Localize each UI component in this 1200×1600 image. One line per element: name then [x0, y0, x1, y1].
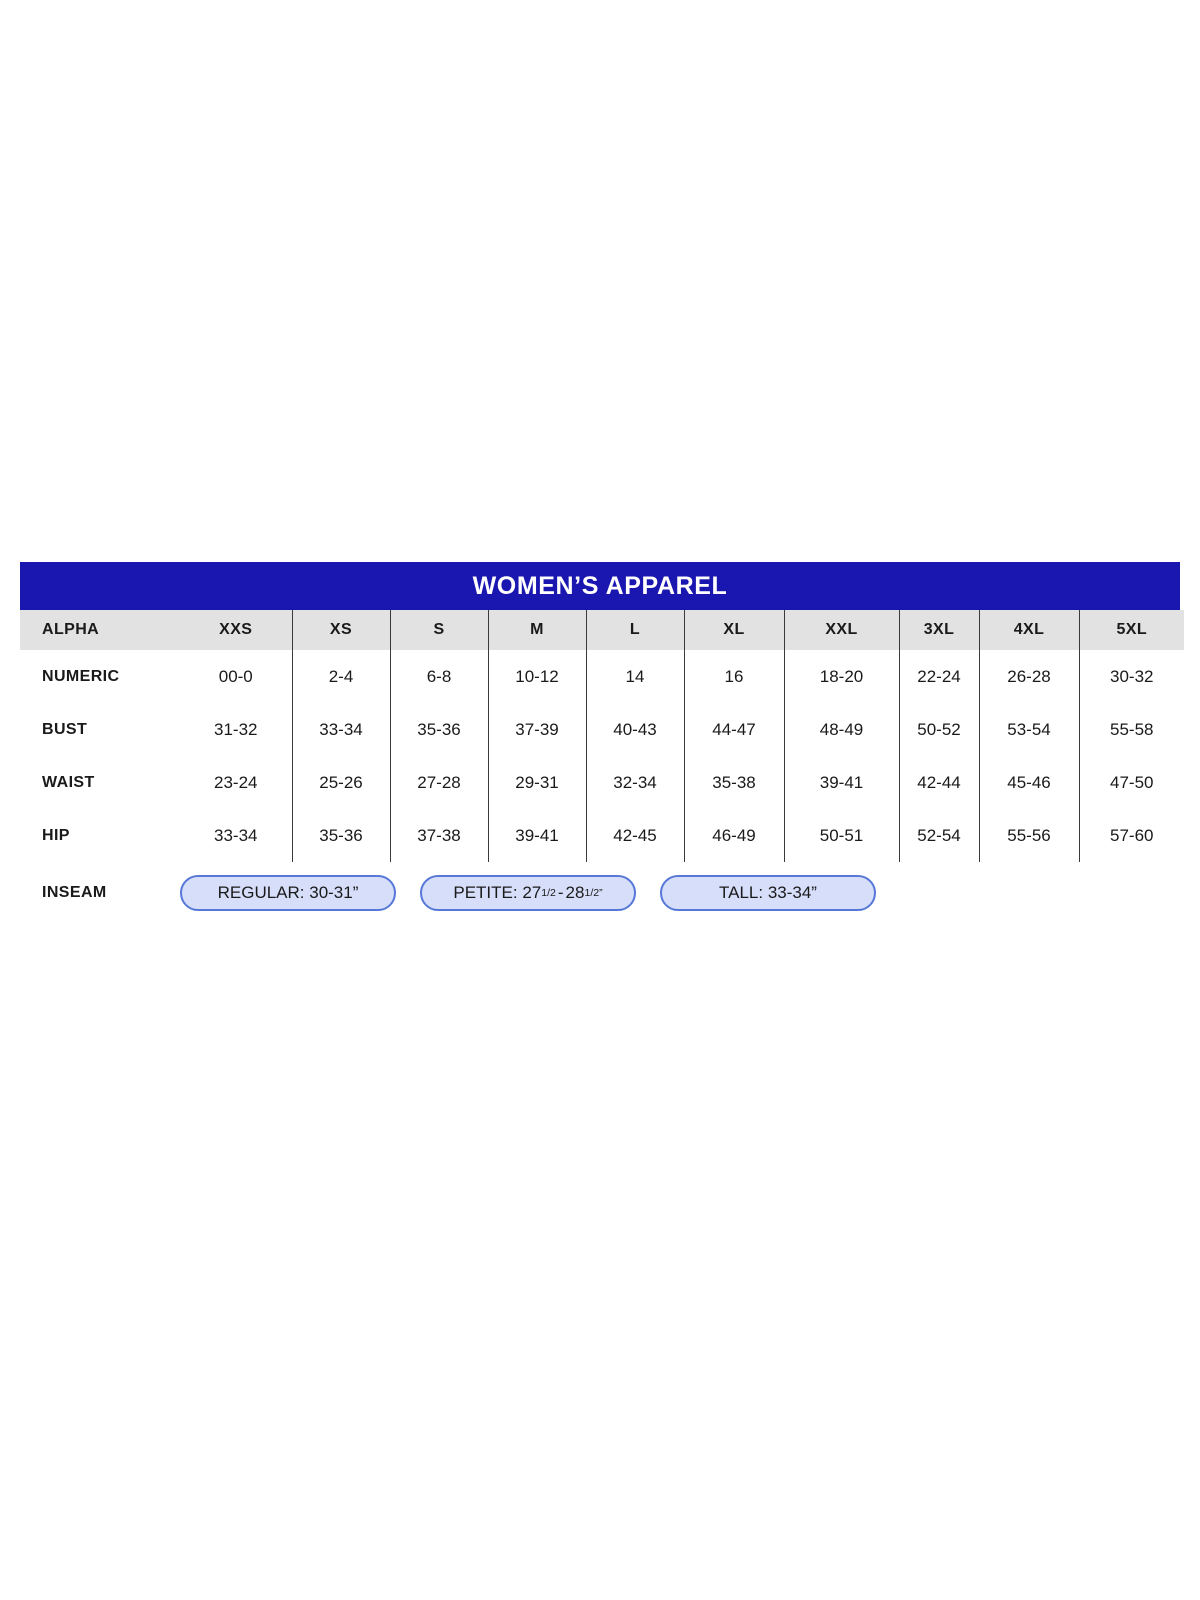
column-header-xxl: XXL	[783, 610, 899, 650]
cell-bust-xxl: 48-49	[783, 703, 899, 756]
cell-hip-xxl: 50-51	[783, 809, 899, 862]
column-header-xl: XL	[683, 610, 784, 650]
page-title: WOMEN’S APPAREL	[472, 571, 728, 600]
cell-numeric-4xl: 26-28	[978, 650, 1079, 703]
inseam-option-tall[interactable]: TALL: 33-34”	[660, 875, 876, 911]
table-row-numeric: NUMERIC 00-0 2-4 6-8 10-12 14 16 18-20 2…	[20, 650, 1184, 703]
cell-numeric-xxl: 18-20	[783, 650, 899, 703]
inseam-row: INSEAM REGULAR: 30-31” PETITE: 27 1/2-28 1…	[20, 866, 1180, 920]
column-header-5xl: 5XL	[1078, 610, 1184, 650]
chart-title-band: WOMEN’S APPAREL	[20, 562, 1180, 610]
cell-bust-xs: 33-34	[291, 703, 390, 756]
row-label-hip: HIP	[42, 826, 70, 844]
cell-hip-xs: 35-36	[291, 809, 390, 862]
column-header-xxs: XXS	[180, 610, 292, 650]
cell-numeric-xl: 16	[683, 650, 784, 703]
cell-waist-4xl: 45-46	[978, 756, 1079, 809]
cell-waist-l: 32-34	[585, 756, 684, 809]
cell-bust-l: 40-43	[585, 703, 684, 756]
inseam-options: REGULAR: 30-31” PETITE: 27 1/2-28 1/2” TAL…	[180, 875, 876, 911]
cell-numeric-5xl: 30-32	[1078, 650, 1184, 703]
inseam-option-regular[interactable]: REGULAR: 30-31”	[180, 875, 396, 911]
inseam-petite-separator: -	[557, 883, 564, 902]
cell-waist-xxs: 23-24	[214, 772, 258, 792]
cell-numeric-3xl: 22-24	[898, 650, 979, 703]
cell-numeric-xxs: 00-0	[218, 666, 253, 686]
row-label-waist: WAIST	[42, 773, 95, 791]
cell-hip-s: 37-38	[389, 809, 488, 862]
cell-numeric-l: 14	[585, 650, 684, 703]
cell-hip-4xl: 55-56	[978, 809, 1079, 862]
inseam-petite-prefix: PETITE: 27	[453, 883, 542, 902]
size-chart: WOMEN’S APPAREL ALPHA XXS XS S M L XL XX…	[20, 562, 1184, 920]
cell-bust-xl: 44-47	[683, 703, 784, 756]
cell-hip-xxs: 33-34	[214, 825, 258, 845]
cell-waist-5xl: 47-50	[1078, 756, 1184, 809]
cell-hip-m: 39-41	[487, 809, 586, 862]
cell-bust-xxs: 31-32	[214, 719, 258, 739]
row-label-inseam: INSEAM	[42, 884, 107, 901]
cell-waist-3xl: 42-44	[898, 756, 979, 809]
column-header-4xl: 4XL	[978, 610, 1079, 650]
cell-bust-m: 37-39	[487, 703, 586, 756]
cell-hip-5xl: 57-60	[1078, 809, 1184, 862]
column-header-m: M	[487, 610, 586, 650]
cell-waist-xl: 35-38	[683, 756, 784, 809]
cell-numeric-xs: 2-4	[291, 650, 390, 703]
cell-waist-m: 29-31	[487, 756, 586, 809]
inseam-petite-middle: 28	[565, 883, 585, 902]
row-label-numeric: NUMERIC	[42, 667, 120, 685]
column-header-alpha: ALPHA	[20, 610, 180, 650]
inseam-tall-label: TALL: 33-34”	[719, 883, 817, 902]
table-header-row: ALPHA XXS XS S M L XL XXL 3XL 4XL 5XL	[20, 610, 1184, 650]
cell-bust-5xl: 55-58	[1078, 703, 1184, 756]
cell-waist-xs: 25-26	[291, 756, 390, 809]
cell-bust-3xl: 50-52	[898, 703, 979, 756]
cell-waist-xxl: 39-41	[783, 756, 899, 809]
cell-hip-3xl: 52-54	[898, 809, 979, 862]
cell-waist-s: 27-28	[389, 756, 488, 809]
table-row-hip: HIP 33-34 35-36 37-38 39-41 42-45 46-49 …	[20, 809, 1184, 862]
column-header-3xl: 3XL	[898, 610, 979, 650]
cell-bust-s: 35-36	[389, 703, 488, 756]
cell-hip-l: 42-45	[585, 809, 684, 862]
inseam-regular-label: REGULAR: 30-31”	[217, 883, 359, 902]
cell-bust-4xl: 53-54	[978, 703, 1079, 756]
inseam-option-petite[interactable]: PETITE: 27 1/2-28 1/2”	[420, 875, 636, 911]
table-row-bust: BUST 31-32 33-34 35-36 37-39 40-43 44-47…	[20, 703, 1184, 756]
measurements-table: ALPHA XXS XS S M L XL XXL 3XL 4XL 5XL NU…	[20, 610, 1184, 862]
column-header-l: L	[585, 610, 684, 650]
table-row-waist: WAIST 23-24 25-26 27-28 29-31 32-34 35-3…	[20, 756, 1184, 809]
cell-hip-xl: 46-49	[683, 809, 784, 862]
column-header-s: S	[389, 610, 488, 650]
row-label-bust: BUST	[42, 720, 88, 738]
cell-numeric-s: 6-8	[389, 650, 488, 703]
column-header-xs: XS	[291, 610, 390, 650]
cell-numeric-m: 10-12	[487, 650, 586, 703]
